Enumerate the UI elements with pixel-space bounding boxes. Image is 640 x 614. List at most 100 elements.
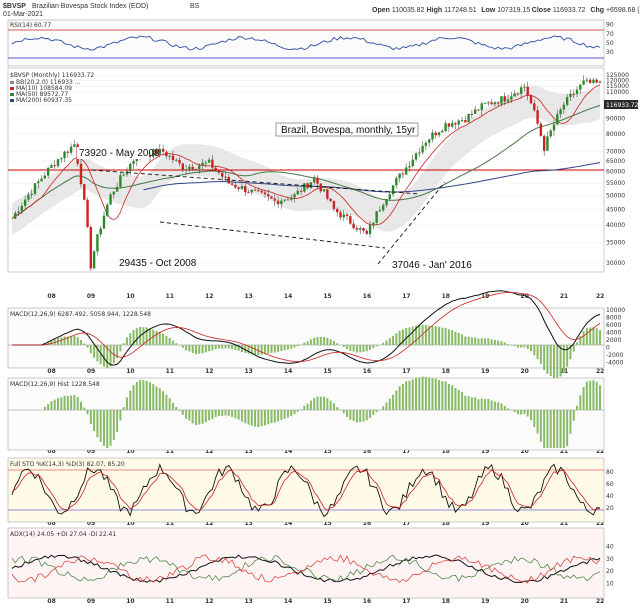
macd-label: MACD(12,26,9) 6287.492, 5058.944, 1228.5… [10, 311, 151, 318]
annotation-box [275, 122, 419, 137]
macd-bar [342, 345, 345, 347]
x-year-label: 09 [87, 368, 95, 375]
candle-body [270, 196, 273, 199]
candle-body [257, 190, 260, 192]
macd-bar [53, 338, 56, 345]
candle-body [50, 165, 53, 168]
macd-bar [73, 336, 76, 345]
macd-bar [438, 326, 441, 345]
candle-body [211, 159, 214, 168]
macd-bar [89, 345, 92, 354]
candle-body [276, 200, 280, 204]
candle-body [155, 149, 158, 155]
macd-bar [254, 345, 257, 355]
hist-bar [178, 410, 181, 411]
macd-bar [513, 345, 516, 347]
adx-panel [7, 527, 605, 599]
hist-bar [595, 381, 598, 410]
hist-bar [224, 410, 227, 416]
hist-bar [50, 401, 53, 410]
hist-bar [208, 410, 211, 421]
price-tick-label: 90000 [606, 115, 625, 122]
hist-bar [158, 388, 161, 410]
candle-body [447, 123, 451, 127]
hist-bar [457, 389, 460, 410]
hist-bar [257, 410, 260, 428]
macd-bar [349, 345, 352, 351]
candle-body [585, 79, 589, 81]
candle-body [207, 159, 211, 163]
candle-body [33, 183, 37, 194]
candle-body [309, 182, 313, 188]
hist-bar [444, 381, 447, 410]
candle-body [201, 162, 204, 166]
hist-bar [365, 410, 368, 421]
candle-body [316, 177, 319, 184]
candle-body [565, 97, 569, 105]
hist-bar [260, 410, 263, 427]
candle-body [168, 155, 171, 157]
candle-body [30, 193, 33, 195]
rsi-label: RSI(14) 60.77 [10, 22, 51, 29]
plus-di-line [11, 554, 601, 583]
macd-tick-label: 2000 [606, 337, 621, 344]
candle-body [559, 109, 562, 115]
hist-bar [106, 410, 109, 448]
macd-bar [477, 338, 480, 345]
hist-bar [303, 406, 306, 410]
hist-bar [490, 400, 493, 410]
hist-bar [175, 407, 178, 410]
macd-bar [355, 345, 358, 353]
macd-bar [263, 345, 266, 355]
candle-body [401, 173, 405, 175]
hist-bar [576, 405, 579, 410]
macd-bar [188, 345, 191, 352]
candle-body [224, 176, 227, 178]
candle-body [569, 93, 572, 98]
candle-body [372, 222, 375, 225]
hist-bar [316, 396, 319, 410]
candle-body [296, 190, 299, 195]
candle-body [536, 110, 539, 124]
legend-entry: MA(200) 60937.35 [16, 97, 72, 104]
hist-bar [589, 380, 592, 410]
candle-body [526, 86, 529, 96]
bollinger-band [12, 85, 600, 236]
x-year-label: 17 [402, 448, 410, 455]
x-axis: 08 08 08 08 08 09 09 09 09 09 10 10 10 10 10 11 11 11 11 11… [47, 293, 604, 605]
candle-body [184, 169, 188, 171]
candle-body [342, 214, 345, 218]
macd-bar [582, 331, 585, 345]
lower-trend-line [159, 221, 386, 249]
candle-body [23, 199, 27, 206]
x-year-label: 17 [402, 293, 410, 300]
price-tick-label: 50000 [606, 193, 625, 200]
macd-bar [119, 345, 122, 352]
price-tick-label: 110000 [606, 89, 629, 96]
macd-bar [201, 345, 204, 354]
candle-body [92, 251, 96, 269]
x-year-label: 17 [402, 520, 410, 527]
x-year-label: 12 [205, 448, 213, 455]
candle-body [115, 187, 119, 192]
candle-body [119, 175, 122, 188]
sto-tick-label: 40 [606, 493, 614, 500]
candle-body [506, 99, 510, 102]
hist-bar [300, 409, 303, 410]
rsi-tick-label: 90 [606, 22, 614, 29]
hist-bar [536, 410, 539, 434]
candle-body [244, 186, 247, 193]
hist-bar [385, 402, 388, 410]
x-year-label: 17 [402, 598, 410, 605]
candle-body [368, 224, 372, 234]
x-year-label: 10 [126, 293, 134, 300]
macd-bar [454, 331, 457, 345]
hist-bar [66, 395, 69, 410]
x-year-label: 22 [596, 293, 604, 300]
hist-bar [513, 410, 516, 413]
candle-body [122, 174, 125, 176]
x-year-label: 20 [520, 368, 528, 375]
candle-body [106, 204, 109, 216]
candle-body [303, 183, 306, 192]
